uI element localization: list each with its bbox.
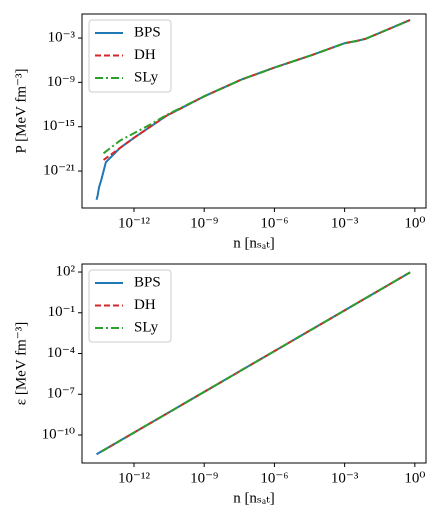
x-tick-label: 10⁻⁹ <box>190 215 218 231</box>
x-tick-label: 10⁻⁶ <box>260 215 288 231</box>
x-tick-label: 10⁻³ <box>331 470 359 486</box>
y-tick-label: 10² <box>56 263 76 279</box>
x-tick-label: 10⁻³ <box>331 215 359 231</box>
plot-frame <box>81 263 427 464</box>
y-axis-label: P [MeV fm⁻³] <box>13 69 29 154</box>
legend-label: BPS <box>134 24 161 40</box>
x-axis-label: n [nₛₐₜ] <box>233 235 275 251</box>
legend-label: DH <box>134 47 156 63</box>
y-tick-label: 10⁻¹⁰ <box>42 426 75 442</box>
y-tick-label: 10⁻⁴ <box>47 345 75 361</box>
plot-frame <box>81 13 427 209</box>
legend-label: SLy <box>134 319 159 335</box>
y-tick-label: 10⁻⁷ <box>47 386 75 402</box>
x-tick-label: 10⁰ <box>404 215 425 231</box>
legend-label: BPS <box>134 274 161 290</box>
y-tick-label: 10⁻¹⁵ <box>42 118 75 134</box>
legend-label: DH <box>134 297 156 313</box>
y-tick-label: 10⁻¹ <box>48 304 75 320</box>
series-line <box>102 19 411 155</box>
x-tick-label: 10⁻¹² <box>118 215 150 231</box>
y-tick-label: 10⁻³ <box>48 29 76 45</box>
legend-label: SLy <box>134 69 159 85</box>
x-tick-label: 10⁻⁶ <box>260 470 288 486</box>
series-line <box>102 19 411 161</box>
x-tick-label: 10⁻¹² <box>118 470 150 486</box>
legend-box <box>88 19 172 93</box>
y-axis-label: ε [MeV fm⁻³] <box>13 322 29 405</box>
y-tick-label: 10⁻²¹ <box>43 162 75 178</box>
y-tick-label: 10⁻⁹ <box>47 74 75 90</box>
x-tick-label: 10⁻⁹ <box>190 470 218 486</box>
x-axis-label: n [nₛₐₜ] <box>233 490 275 506</box>
x-tick-label: 10⁰ <box>404 470 425 486</box>
series-line <box>100 271 411 453</box>
legend-box <box>88 269 172 343</box>
